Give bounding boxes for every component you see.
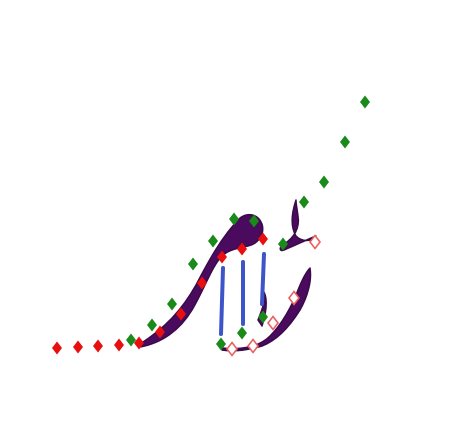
red-marker-2 [73,340,83,354]
green-marker-8 [278,237,288,251]
outlined-marker-1 [225,341,239,357]
red-marker-series [52,232,268,355]
green-marker-series [126,95,370,351]
red-marker-9 [217,250,227,264]
green-marker-11 [340,135,350,149]
green-marker-10 [319,175,329,189]
green-marker-12 [360,95,370,109]
red-marker-7 [176,307,186,321]
outlined-marker-4 [287,290,301,306]
red-marker-5 [134,336,144,350]
outlined-marker-3 [266,315,280,331]
green-marker-9 [299,195,309,209]
green-marker-7 [249,214,259,228]
green-marker-6 [229,212,239,226]
red-marker-11 [258,232,268,246]
outlined-marker-5 [308,234,322,250]
guide-line-3 [260,252,266,306]
green-marker-15 [258,310,268,324]
green-marker-1 [126,333,136,347]
green-marker-3 [167,297,177,311]
guide-lines [219,252,266,336]
outlined-marker-2 [246,338,260,354]
green-marker-14 [237,326,247,340]
outlined-marker-series [225,234,322,357]
red-marker-4 [114,338,124,352]
green-marker-5 [208,234,218,248]
green-marker-2 [147,318,157,332]
red-marker-8 [197,276,207,290]
red-marker-3 [93,339,103,353]
ink-stroke-base-bowl [221,267,312,352]
green-marker-13 [216,337,226,351]
red-marker-6 [155,325,165,339]
red-marker-10 [237,242,247,256]
red-marker-1 [52,341,62,355]
green-marker-4 [188,257,198,271]
ink-strokes [139,199,317,352]
guide-line-1 [219,266,225,336]
